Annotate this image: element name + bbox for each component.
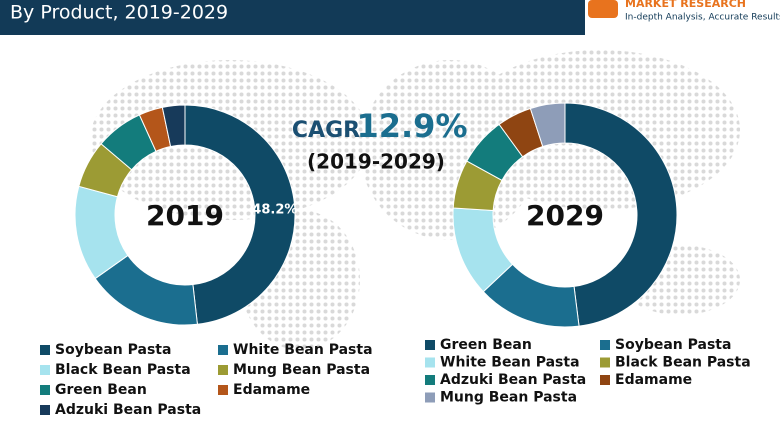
legend-swatch: [600, 340, 610, 350]
legend-label: Black Bean Pasta: [55, 362, 191, 378]
legend-label: Adzuki Bean Pasta: [440, 372, 586, 388]
donut-segment: [564, 102, 678, 327]
legend-label: Soybean Pasta: [55, 342, 171, 358]
cagr-value: 12.9%: [356, 107, 467, 145]
logo-name: MARKET RESEARCH: [625, 0, 746, 10]
legend-label: Mung Bean Pasta: [233, 362, 370, 378]
legend-swatch: [218, 365, 228, 375]
legend-swatch: [40, 345, 50, 355]
legend-swatch: [218, 385, 228, 395]
cagr-label: CAGR: [292, 118, 360, 143]
donut-segment: [161, 104, 186, 148]
legend-label: White Bean Pasta: [233, 342, 373, 358]
legend-swatch: [600, 375, 610, 385]
donut-center-label: 2029: [526, 199, 604, 232]
legend-label: Adzuki Bean Pasta: [55, 402, 201, 418]
legend-swatch: [40, 385, 50, 395]
donut-segment: [184, 104, 296, 325]
legend-label: Black Bean Pasta: [615, 355, 751, 371]
donut-center-label: 2019: [146, 199, 224, 232]
legend-label: Edamame: [233, 382, 310, 398]
legend-label: Green Bean: [440, 337, 532, 353]
header-title: By Product, 2019-2029: [10, 2, 228, 24]
cagr-period: (2019-2029): [307, 150, 445, 174]
data-label: 48.2%: [252, 202, 297, 217]
legend-swatch: [425, 392, 435, 403]
legend-swatch: [40, 405, 50, 415]
legend-swatch: [425, 375, 435, 385]
legend-label: Edamame: [615, 372, 692, 388]
legend-swatch: [425, 357, 435, 368]
legend-swatch: [40, 365, 50, 375]
legend-label: Mung Bean Pasta: [440, 390, 577, 406]
legend-swatch: [425, 340, 435, 350]
logo-tagline: In-depth Analysis, Accurate Results: [625, 13, 780, 23]
donut-segment: [529, 102, 566, 148]
header-band: [0, 0, 585, 35]
legend-label: Soybean Pasta: [615, 337, 731, 353]
legend-label: Green Bean: [55, 382, 147, 398]
logo-icon: [588, 0, 618, 18]
legend-swatch: [600, 357, 610, 368]
legend-label: White Bean Pasta: [440, 355, 580, 371]
legend-swatch: [218, 345, 228, 355]
